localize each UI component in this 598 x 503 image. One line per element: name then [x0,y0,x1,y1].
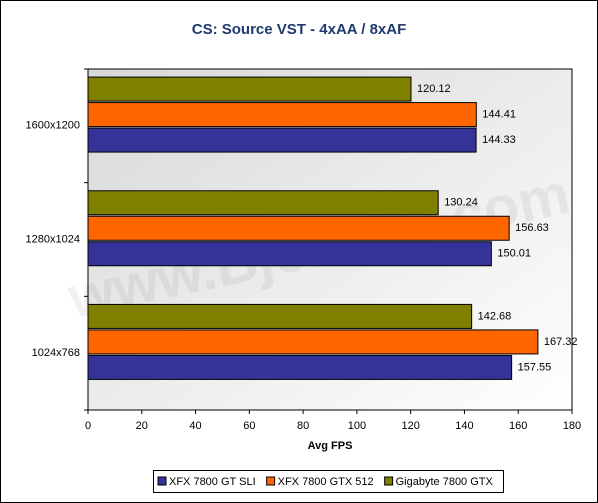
bar [87,190,439,216]
legend-label: XFX 7800 GT SLI [169,476,256,488]
legend [153,470,504,493]
bar [87,241,492,267]
bar [87,354,513,380]
value-label: 144.33 [482,134,516,146]
x-tick-label: 0 [85,420,91,432]
bar [87,102,477,128]
value-label: 156.63 [515,222,549,234]
y-tick-label: 1280x1024 [26,233,80,245]
x-tick-label: 40 [189,420,201,432]
value-label: 144.41 [482,108,516,120]
x-tick-label: 60 [243,420,255,432]
value-label: 142.68 [478,310,512,322]
legend-swatch [157,476,167,486]
value-label: 167.32 [544,336,578,348]
legend-label: XFX 7800 GTX 512 [278,476,374,488]
bar [87,127,477,153]
value-label: 130.24 [444,197,478,209]
x-tick-label: 140 [455,420,473,432]
x-tick-label: 20 [136,420,148,432]
bar [87,303,473,329]
legend-swatch [266,476,276,486]
chart-title: CS: Source VST - 4xAA / 8xAF [192,21,407,38]
value-label: 157.55 [518,361,552,373]
y-tick-label: 1600x1200 [26,120,80,132]
x-tick-label: 120 [401,420,419,432]
bar [87,76,412,102]
legend-swatch [384,476,394,486]
bar [87,329,539,355]
y-tick-label: 1024x768 [32,347,80,359]
x-axis-title: Avg FPS [308,440,353,452]
x-tick-label: 180 [563,420,581,432]
x-tick-label: 100 [348,420,366,432]
x-tick-label: 80 [297,420,309,432]
value-label: 150.01 [497,248,531,260]
x-tick-label: 160 [509,420,527,432]
bar [87,215,510,241]
value-label: 120.12 [417,83,451,95]
legend-label: Gigabyte 7800 GTX [396,476,494,488]
